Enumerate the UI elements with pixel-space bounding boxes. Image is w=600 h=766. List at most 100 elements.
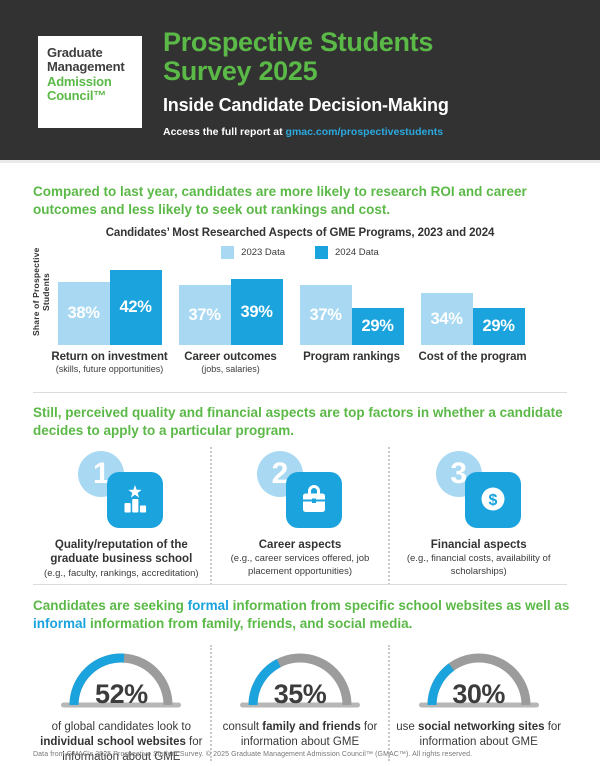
text-segment: for information about GME (419, 721, 562, 748)
text-segment: informal (33, 615, 87, 631)
legend-swatch (221, 246, 235, 259)
text-segment: social networking sites (417, 721, 545, 733)
bar-category-label: Return on investment (51, 351, 168, 363)
bar-category-label: Career outcomes (184, 351, 277, 363)
copyright-footer: Data from GMAC’s 2025 Prospective Studen… (33, 751, 473, 758)
bar-2024-data: 29% (472, 308, 525, 345)
factor-icon-cluster: 3 $ (435, 451, 522, 531)
gauge-svg (240, 653, 360, 708)
gauge-baseline (240, 702, 360, 708)
factor-item-quality: 1 Quality/reputation of the graduate bus… (33, 447, 210, 585)
bar-2023-data: 34% (420, 293, 473, 345)
report-title-line1: Prospective Students (163, 27, 434, 57)
podium-star-icon (107, 472, 164, 528)
header: Graduate Management Admission Council™ P… (0, 0, 600, 163)
bar-2023-data: 38% (57, 282, 110, 345)
gauge-svg (61, 653, 182, 708)
factor-icon-cluster: 1 (78, 451, 164, 531)
bar-category-label: Program rankings (303, 351, 400, 363)
legend-swatch (315, 246, 328, 259)
gauge-fill (248, 659, 281, 706)
gmac-logo: Graduate Management Admission Council™ (38, 36, 142, 128)
text-segment: individual school websites (40, 735, 186, 748)
factor-label: Career aspects (258, 539, 342, 551)
gauge-chart: 52% (59, 647, 183, 711)
report-link[interactable]: gmac.com/prospectivestudents (285, 126, 444, 139)
text-segment: consult (222, 721, 263, 733)
text-segment: use (396, 721, 418, 733)
gauge-caption: consult family and friends for informati… (212, 720, 388, 750)
section1-headline: Compared to last year, candidates are mo… (33, 184, 527, 217)
logo-line: Management (47, 59, 125, 75)
factor-item-financial: 3 $ Financial aspects (e.g., financial c… (388, 447, 567, 585)
access-report-prefix: Access the full report at (163, 126, 286, 139)
header-text: Prospective Students Survey 2025 Inside C… (163, 27, 583, 138)
factor-note: (e.g., career services offered, job plac… (230, 553, 370, 577)
gauge-fill (427, 663, 454, 706)
bar-chart: 38% 42% Return on investment (skills, futur… (51, 265, 527, 374)
bar-pair: 37% 29% (299, 265, 404, 345)
bar-2024-data: 42% (109, 270, 162, 345)
dollar-icon-svg: $ (481, 487, 505, 511)
access-report-line: Access the full report at gmac.com/prosp… (163, 126, 583, 138)
section3-headline: Candidates are seeking formal informatio… (33, 597, 573, 633)
report-subtitle: Inside Candidate Decision-Making (163, 95, 449, 116)
report-title: Prospective Students Survey 2025 (163, 27, 583, 87)
gauge-item: 52% of global candidates look to individu… (33, 645, 210, 763)
factor-label: Financial aspects (430, 539, 527, 551)
factor-label: Quality/reputation of the graduate busin… (50, 539, 193, 566)
gauge-baseline (418, 702, 539, 708)
briefcase-icon-svg (303, 485, 325, 512)
bar-group: 34% 29% Cost of the program (418, 265, 527, 374)
gauge-caption: use social networking sites for informat… (391, 720, 567, 750)
section-divider (33, 584, 567, 585)
gauge-value: 35% (273, 679, 327, 709)
text-segment: information from family, friends, and so… (86, 615, 413, 631)
dollar-icon: $ (464, 472, 521, 528)
gauge-svg (418, 653, 539, 708)
bar-pair: 34% 29% (420, 265, 525, 345)
rank-number-badge: 2 (257, 451, 303, 497)
svg-text:$: $ (488, 492, 497, 509)
report-title-line2: Survey 2025 (163, 56, 318, 87)
gauge-row: 52% of global candidates look to individu… (33, 645, 567, 763)
legend-label: 2023 Data (241, 247, 285, 258)
text-segment: for information about GME (240, 721, 378, 748)
legend-label: 2024 Data (335, 247, 379, 258)
bar-category-note: (jobs, salaries) (201, 364, 260, 374)
bar-group: 37% 29% Program rankings (298, 265, 405, 374)
section-divider (33, 392, 567, 393)
gauge-item: 35% consult family and friends for inform… (209, 645, 389, 761)
bar-2023-data: 37% (178, 285, 231, 345)
text-segment: information from specific school website… (228, 598, 570, 613)
legend-item: 2023 Data (221, 246, 285, 259)
text-segment: of global candidates look to (51, 721, 192, 733)
text-segment: family and friends (262, 721, 361, 733)
gauge-value: 30% (452, 679, 505, 709)
text-segment: for information about GME (62, 735, 203, 763)
bar-category-label: Cost of the program (418, 351, 527, 363)
bar-2023-data: 37% (299, 285, 352, 345)
text-segment: Candidates are seeking (33, 598, 188, 613)
top-factors-row: 1 Quality/reputation of the graduate bus… (33, 447, 567, 585)
gauge-fill (69, 653, 125, 706)
gauge-baseline (61, 702, 182, 708)
logo-line: Admission (47, 73, 112, 89)
factor-note: (e.g., faculty, rankings, accreditation) (44, 567, 199, 579)
section2-headline: Still, perceived quality and financial a… (33, 405, 563, 438)
bar-2024-data: 39% (230, 279, 283, 345)
bar-category-note: (skills, future opportunities) (55, 364, 164, 374)
factor-item-career: 2 Career aspects (e.g., career services … (209, 447, 389, 585)
gauge-item: 30% use social networking sites for infor… (388, 645, 567, 761)
factor-note: (e.g., financial costs, availability of … (406, 553, 551, 577)
legend-item: 2024 Data (315, 246, 379, 259)
factor-icon-cluster: 2 (257, 451, 343, 531)
chart-title: Candidates’ Most Researched Aspects of G… (105, 227, 495, 239)
briefcase-icon (286, 472, 342, 528)
bar-group: 38% 42% Return on investment (skills, futur… (51, 265, 168, 374)
bar-pair: 38% 42% (57, 265, 162, 345)
gauge-chart: 35% (238, 647, 362, 711)
gauge-caption: of global candidates look to individual … (33, 720, 209, 765)
gauge-chart: 30% (417, 647, 541, 711)
